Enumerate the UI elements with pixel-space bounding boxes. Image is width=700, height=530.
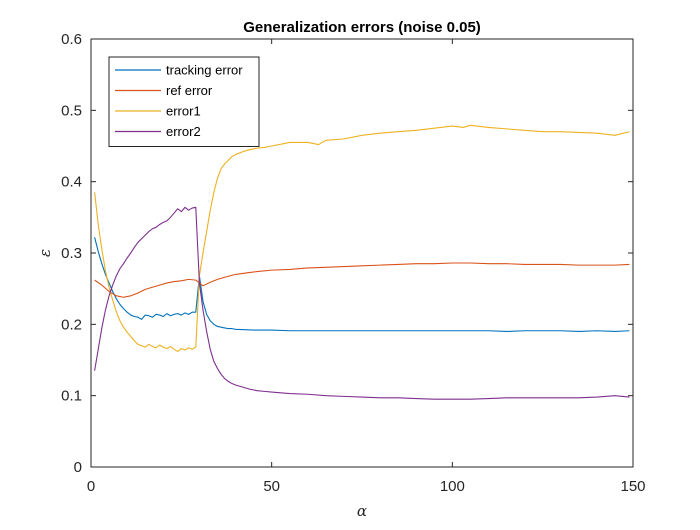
y-tick-label: 0.2 [61,316,82,333]
legend-label-ref-error: ref error [166,83,213,98]
series-line-error1 [94,124,630,352]
y-tick-label: 0.4 [61,174,82,191]
y-axis-label: ε [36,249,54,257]
chart-title: Generalization errors (noise 0.05) [243,19,481,36]
legend-label-error1: error1 [166,104,201,119]
y-tick-label: 0 [74,459,82,476]
x-tick-label: 150 [620,478,645,495]
series-line-error2 [94,206,630,400]
y-tick-label: 0.1 [61,388,82,405]
y-tick-label: 0.5 [61,102,82,119]
x-axis-label: α [357,502,367,520]
series-line-tracking-error [94,237,630,333]
x-tick-label: 100 [440,478,465,495]
legend-label-error2: error2 [166,124,201,139]
x-tick-label: 0 [87,478,95,495]
x-tick-label: 50 [263,478,280,495]
y-tick-label: 0.3 [61,245,82,262]
legend-label-tracking-error: tracking error [166,63,243,78]
series-line-ref-error [94,262,630,298]
series-layer [94,124,630,400]
y-tick-label: 0.6 [61,31,82,48]
legend: tracking error ref error error1 error2 [108,56,260,147]
